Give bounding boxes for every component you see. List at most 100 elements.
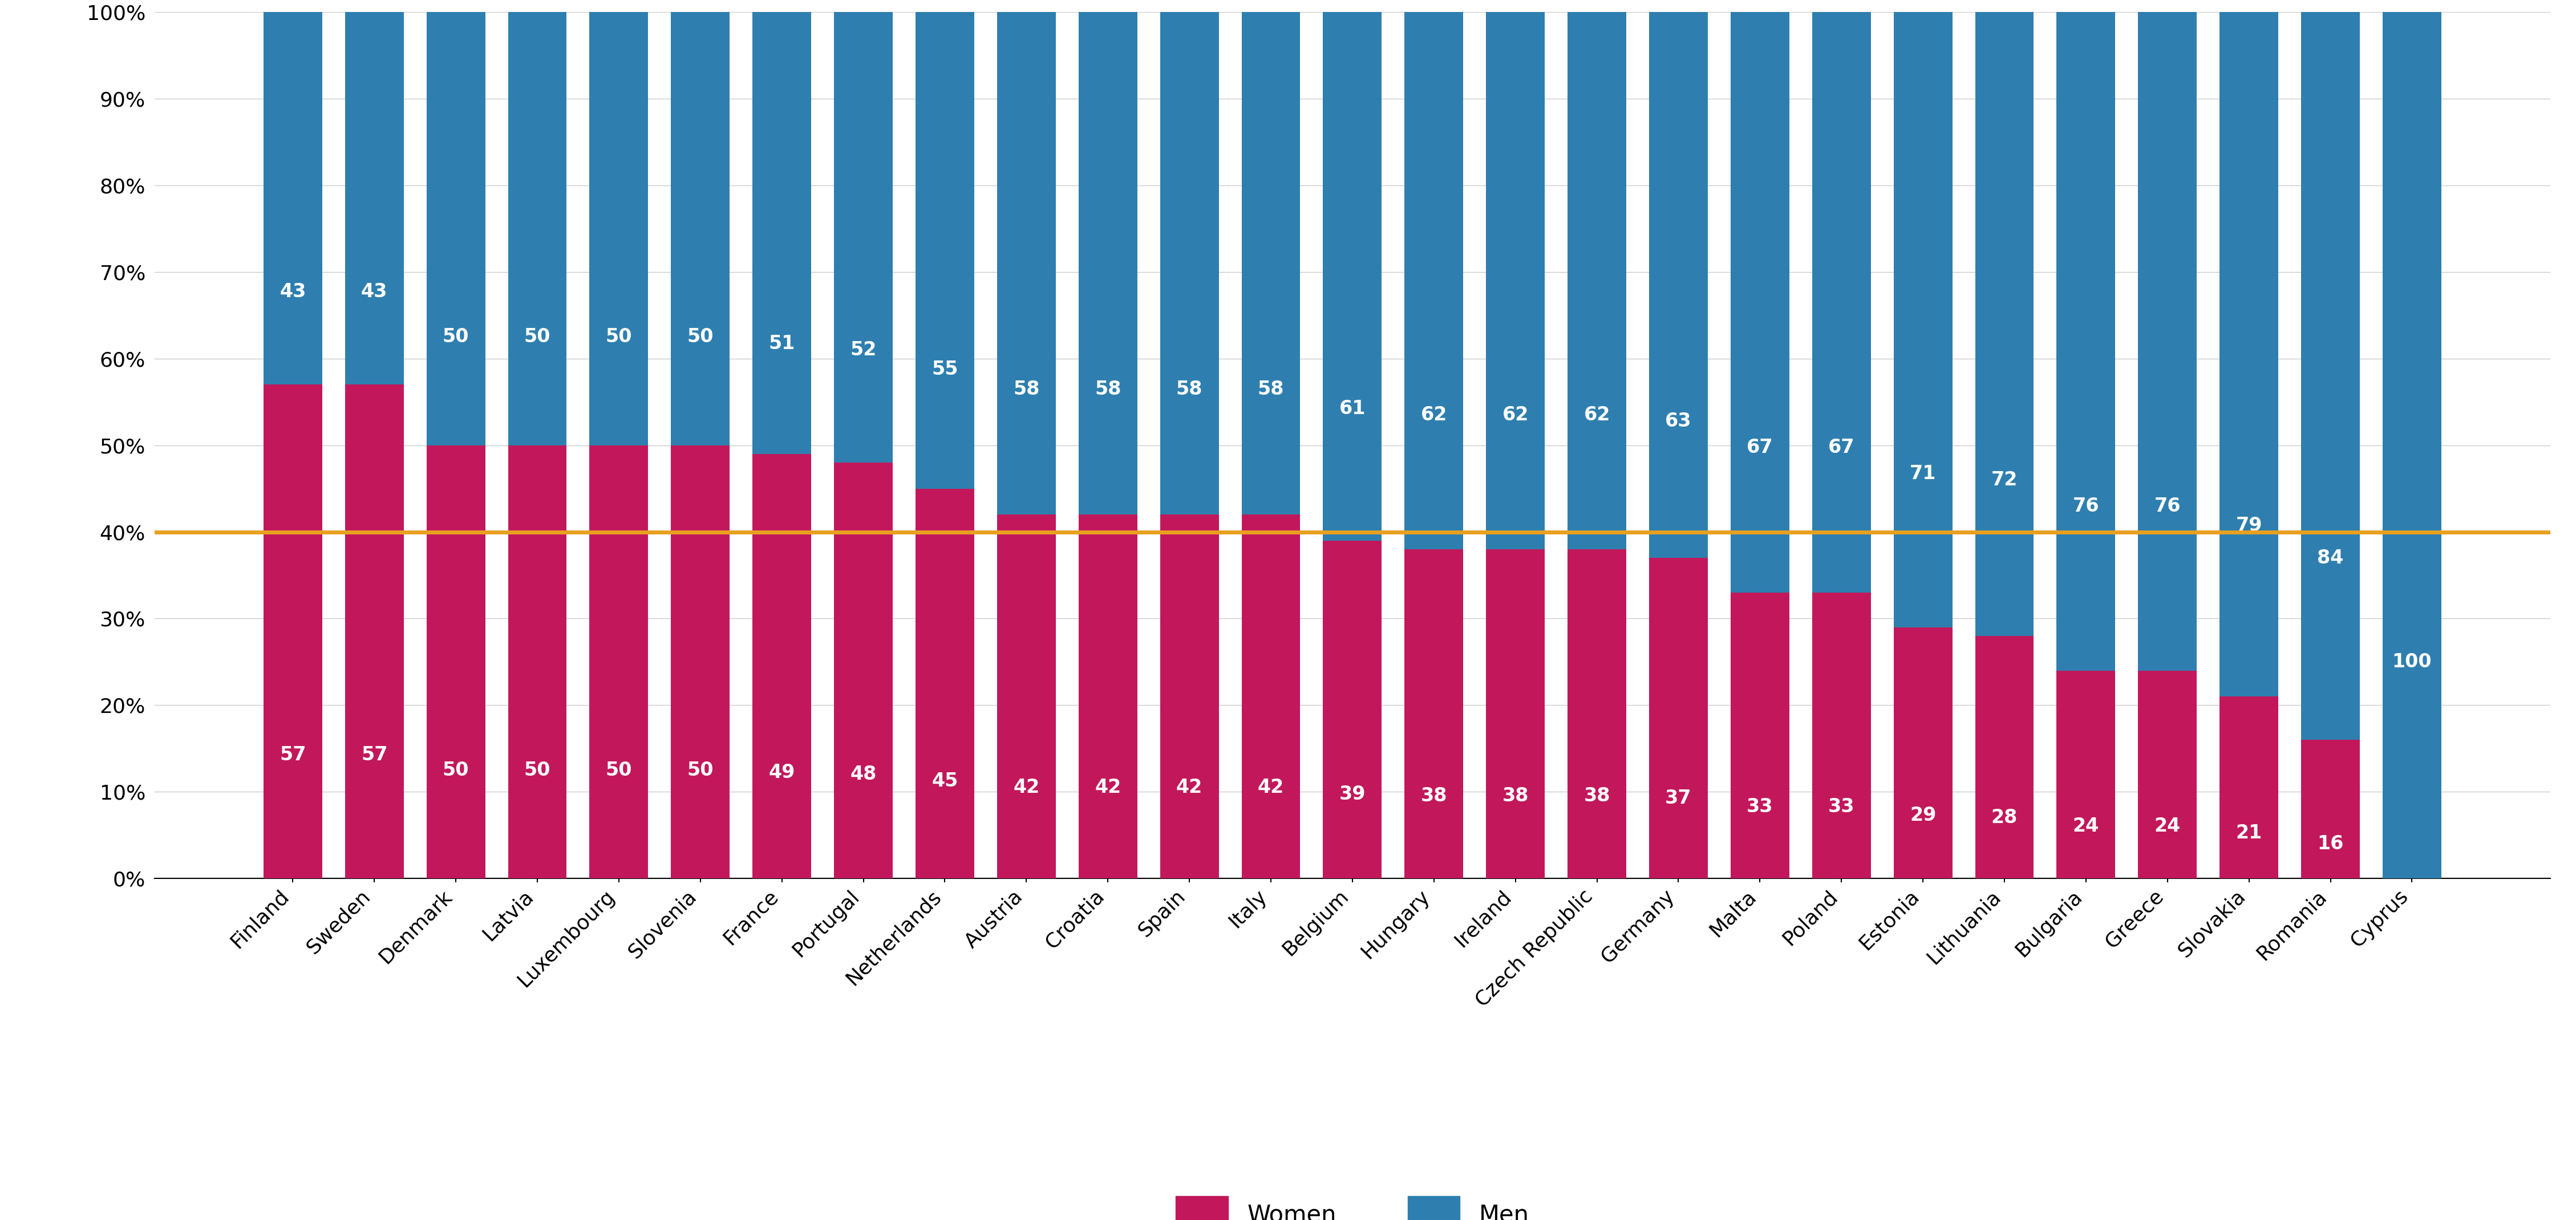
Bar xyxy=(428,12,484,445)
Bar xyxy=(835,12,894,462)
Bar xyxy=(2138,671,2197,878)
Text: 28: 28 xyxy=(1991,809,2017,827)
Text: 50: 50 xyxy=(605,761,631,780)
Bar xyxy=(997,515,1056,878)
Bar xyxy=(2221,697,2277,878)
Bar xyxy=(1242,12,1301,515)
Bar xyxy=(590,445,649,878)
Text: 67: 67 xyxy=(1747,438,1772,456)
Text: 42: 42 xyxy=(1095,778,1121,797)
Text: 58: 58 xyxy=(1257,379,1285,399)
Bar xyxy=(428,445,484,878)
Bar xyxy=(1811,12,1870,593)
Bar xyxy=(1486,549,1546,878)
Text: 42: 42 xyxy=(1177,778,1203,797)
Text: 24: 24 xyxy=(2074,817,2099,836)
Bar xyxy=(1079,515,1136,878)
Text: 38: 38 xyxy=(1419,787,1448,805)
Bar xyxy=(1079,12,1136,515)
Text: 50: 50 xyxy=(688,761,714,780)
Text: 57: 57 xyxy=(281,745,307,765)
Bar xyxy=(670,445,729,878)
Text: 50: 50 xyxy=(443,761,469,780)
Bar xyxy=(1976,12,2035,636)
Bar xyxy=(263,12,322,384)
Bar xyxy=(345,384,404,878)
Text: 58: 58 xyxy=(1095,379,1121,399)
Text: 79: 79 xyxy=(2236,516,2262,534)
Text: 50: 50 xyxy=(443,328,469,346)
Text: 29: 29 xyxy=(1909,806,1937,825)
Bar xyxy=(2056,671,2115,878)
Bar xyxy=(670,12,729,445)
Text: 50: 50 xyxy=(688,328,714,346)
Legend: Women, Men: Women, Men xyxy=(1167,1187,1538,1220)
Bar xyxy=(1649,12,1708,558)
Bar xyxy=(1324,540,1381,878)
Text: 57: 57 xyxy=(361,745,386,765)
Bar xyxy=(1324,12,1381,540)
Text: 76: 76 xyxy=(2154,497,2182,515)
Text: 63: 63 xyxy=(1664,412,1692,431)
Text: 72: 72 xyxy=(1991,471,2017,489)
Text: 49: 49 xyxy=(768,762,796,782)
Bar xyxy=(1976,636,2035,878)
Text: 33: 33 xyxy=(1747,798,1772,816)
Bar xyxy=(752,12,811,454)
Bar xyxy=(1159,12,1218,515)
Text: 45: 45 xyxy=(933,771,958,791)
Text: 61: 61 xyxy=(1340,399,1365,418)
Text: 21: 21 xyxy=(2236,824,2262,842)
Bar xyxy=(1486,12,1546,549)
Text: 48: 48 xyxy=(850,765,876,784)
Bar xyxy=(590,12,649,445)
Bar xyxy=(1159,515,1218,878)
Bar xyxy=(2056,12,2115,671)
Text: 33: 33 xyxy=(1829,798,1855,816)
Text: 100: 100 xyxy=(2393,653,2432,671)
Text: 43: 43 xyxy=(281,282,307,301)
Bar xyxy=(1242,515,1301,878)
Text: 71: 71 xyxy=(1909,464,1937,483)
Text: 37: 37 xyxy=(1664,789,1692,808)
Text: 62: 62 xyxy=(1584,405,1610,425)
Text: 51: 51 xyxy=(768,334,796,353)
Bar xyxy=(835,462,894,878)
Bar xyxy=(1569,12,1625,549)
Text: 38: 38 xyxy=(1502,787,1528,805)
Bar xyxy=(1731,12,1790,593)
Bar xyxy=(1893,627,1953,878)
Bar xyxy=(1569,549,1625,878)
Bar xyxy=(1649,558,1708,878)
Text: 24: 24 xyxy=(2154,817,2182,836)
Bar xyxy=(2138,12,2197,671)
Bar xyxy=(2300,12,2360,739)
Bar xyxy=(1404,12,1463,549)
Text: 42: 42 xyxy=(1257,778,1283,797)
Text: 62: 62 xyxy=(1422,405,1448,425)
Bar xyxy=(1731,593,1790,878)
Text: 50: 50 xyxy=(605,328,631,346)
Bar xyxy=(997,12,1056,515)
Text: 50: 50 xyxy=(523,761,551,780)
Bar xyxy=(2383,12,2442,878)
Text: 84: 84 xyxy=(2318,549,2344,567)
Bar xyxy=(2221,12,2277,697)
Text: 62: 62 xyxy=(1502,405,1528,425)
Text: 38: 38 xyxy=(1584,787,1610,805)
Text: 43: 43 xyxy=(361,282,386,301)
Text: 50: 50 xyxy=(523,328,551,346)
Bar xyxy=(2300,739,2360,878)
Text: 39: 39 xyxy=(1340,784,1365,803)
Bar xyxy=(263,384,322,878)
Text: 16: 16 xyxy=(2318,834,2344,853)
Bar xyxy=(507,445,567,878)
Text: 58: 58 xyxy=(1177,379,1203,399)
Bar xyxy=(914,488,974,878)
Text: 42: 42 xyxy=(1012,778,1041,797)
Text: 52: 52 xyxy=(850,340,876,360)
Text: 67: 67 xyxy=(1829,438,1855,456)
Bar xyxy=(1404,549,1463,878)
Bar xyxy=(1893,12,1953,627)
Bar xyxy=(507,12,567,445)
